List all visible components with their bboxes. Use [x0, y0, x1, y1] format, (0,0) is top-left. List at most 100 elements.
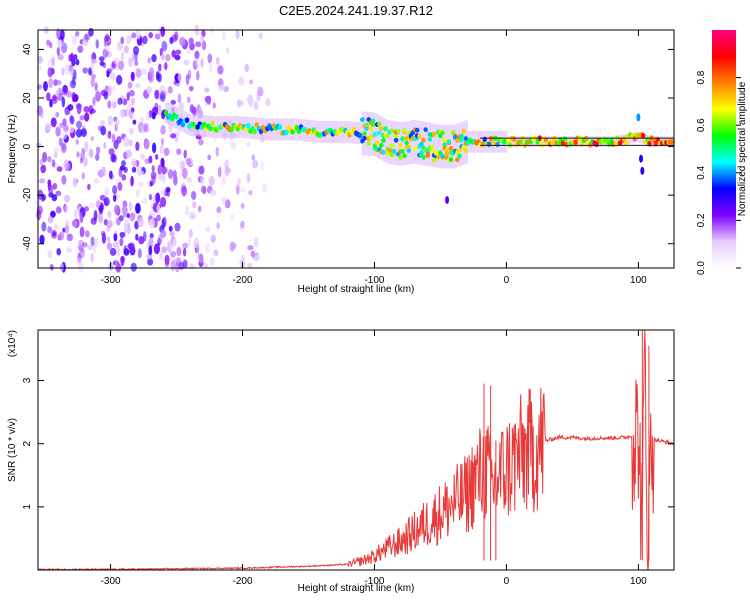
heatmap-noise-cell [171, 258, 178, 267]
heatmap-noise-cell [213, 249, 219, 257]
heatmap-noise-cell [216, 222, 220, 230]
heatmap-noise-cell [154, 102, 159, 112]
spectrogram-x-axis: -300 -200 -100 0 100 [101, 30, 647, 286]
heatmap-noise-cell [79, 212, 83, 223]
heatmap-noise-cell [88, 27, 94, 37]
heatmap-ridge-cell [252, 128, 257, 135]
heatmap-noise-cell [114, 257, 118, 266]
heatmap-noise-cell [103, 218, 108, 226]
heatmap-noise-cell [178, 160, 185, 170]
heatmap-noise-cell [250, 250, 256, 258]
heatmap-ridge-halo [439, 124, 442, 169]
heatmap-noise-cell [108, 170, 113, 180]
heatmap-ridge-cell [229, 127, 234, 133]
heatmap-noise-cell [39, 234, 45, 245]
heatmap-ridge-cell [461, 128, 466, 134]
heatmap-noise-cell [210, 257, 215, 267]
heatmap-noise-cell [95, 91, 101, 102]
heatmap-noise-cell [75, 139, 79, 145]
heatmap-ridge-cell [512, 136, 517, 142]
heatmap-noise-cell [190, 190, 197, 200]
heatmap-ridge-halo [456, 123, 459, 168]
heatmap-noise-cell [48, 77, 53, 89]
heatmap-ridge-halo [618, 135, 621, 146]
heatmap-noise-cell [47, 179, 52, 186]
heatmap-ridge-halo [418, 120, 421, 165]
heatmap-noise-cell [201, 40, 207, 51]
heatmap-noise-cell [215, 146, 219, 157]
heatmap-noise-cell [103, 141, 107, 150]
heatmap-noise-cell [198, 165, 205, 175]
heatmap-noise-cell [129, 108, 134, 120]
heatmap-noise-cell [174, 262, 180, 273]
snr-y-axis: 3 2 1 [22, 377, 674, 510]
heatmap-noise-cell [188, 85, 194, 92]
heatmap-noise-cell [87, 183, 91, 191]
snr-x-tick-label: -200 [233, 576, 253, 587]
heatmap-ridge-cell [377, 130, 382, 136]
heatmap-noise-cell [189, 211, 196, 220]
heatmap-noise-cell [229, 213, 235, 222]
heatmap-noise-cell [198, 138, 204, 146]
heatmap-ridge-halo [542, 136, 545, 148]
heatmap-ridge-halo [437, 124, 440, 169]
heatmap-noise-cell [119, 231, 126, 238]
heatmap-noise-cell [158, 63, 162, 72]
heatmap-noise-cell [176, 246, 182, 257]
colorbar-tick-label: 0.4 [696, 165, 707, 179]
heatmap-noise-cell [36, 209, 42, 221]
heatmap-noise-cell [160, 137, 165, 146]
heatmap-noise-cell [55, 205, 61, 214]
heatmap-ridge-cell [419, 142, 424, 147]
heatmap-noise-cell [155, 192, 161, 204]
heatmap-noise-cell [53, 224, 60, 230]
heatmap-noise-cell [95, 39, 99, 49]
heatmap-ridge-halo [413, 119, 416, 164]
heatmap-noise-cell [143, 139, 149, 150]
heatmap-ridge-halo [391, 120, 394, 165]
heatmap-noise-cell [97, 212, 104, 224]
heatmap-noise-cell [261, 183, 268, 193]
heatmap-noise-cell [62, 129, 68, 140]
heatmap-ridge-halo [510, 136, 513, 148]
heatmap-noise-cell [87, 244, 94, 251]
heatmap-noise-cell [64, 64, 69, 75]
heatmap-ridge-cell [459, 137, 464, 143]
heatmap-noise-cell [195, 57, 200, 68]
heatmap-noise-cell [58, 231, 64, 241]
heatmap-ridge-cell [174, 114, 179, 120]
heatmap-noise-cell [125, 107, 131, 118]
heatmap-noise-cell [178, 101, 185, 111]
heatmap-noise-cell [79, 115, 85, 121]
heatmap-noise-cell [55, 111, 60, 118]
heatmap-ridge-halo [458, 122, 461, 167]
heatmap-ridge-halo [459, 122, 462, 166]
heatmap-noise-cell [181, 185, 188, 197]
heatmap-noise-cell [76, 151, 80, 158]
heatmap-noise-cell [63, 159, 69, 169]
heatmap-noise-cell [248, 189, 253, 196]
heatmap-noise-cell [47, 226, 52, 234]
heatmap-ridge-halo [538, 136, 541, 148]
heatmap-noise-cell [49, 98, 53, 108]
heatmap-noise-cell [135, 141, 140, 152]
heatmap-noise-cell [37, 55, 43, 64]
heatmap-noise-cell [148, 72, 154, 83]
heatmap-noise-cell [54, 224, 58, 230]
heatmap-noise-cell [161, 53, 165, 61]
snr-spikes [483, 330, 650, 561]
heatmap-ridge-cell [613, 141, 618, 148]
heatmap-ridge-cell [377, 121, 382, 127]
heatmap-noise-cell [240, 202, 245, 209]
heatmap-noise-cell [80, 128, 87, 138]
heatmap-noise-cell [103, 197, 110, 207]
snr-frame [37, 329, 675, 571]
heatmap-ridge-halo [440, 124, 443, 169]
heatmap-noise-cell [164, 62, 168, 71]
heatmap-noise-cell [247, 262, 253, 268]
heatmap-ridge-cell [277, 124, 283, 130]
heatmap-noise-cell [67, 66, 74, 76]
heatmap-ridge-cell [463, 148, 468, 154]
heatmap-noise-cell [116, 245, 121, 257]
heatmap-noise-cell [142, 35, 148, 45]
